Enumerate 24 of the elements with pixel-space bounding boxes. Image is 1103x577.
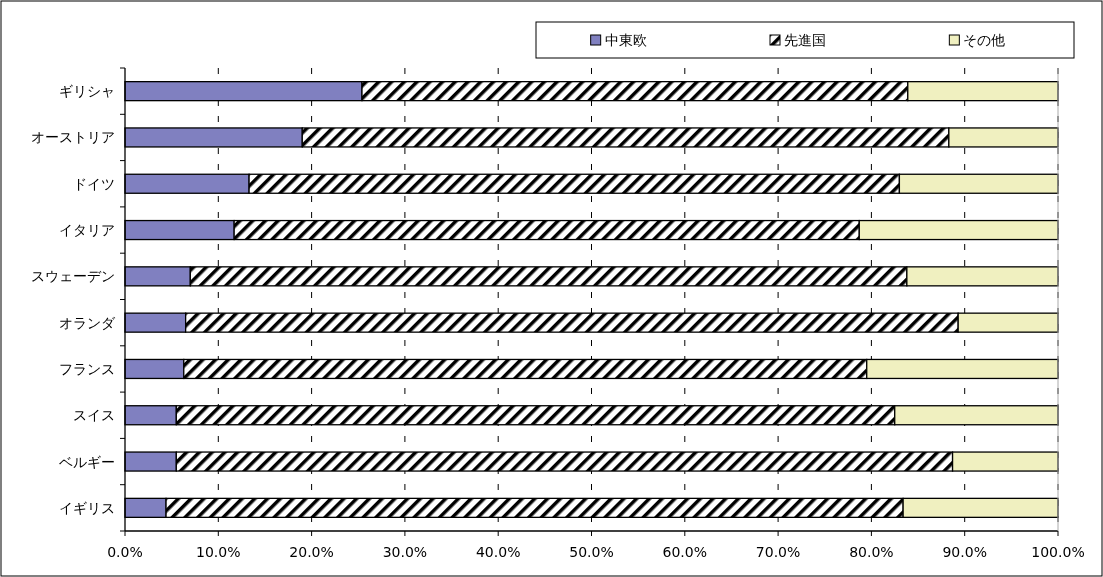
x-tick-label: 100.0%	[1031, 544, 1085, 560]
x-tick-label: 10.0%	[196, 544, 241, 560]
y-tick-label: スイス	[73, 407, 115, 424]
x-tick-label: 90.0%	[942, 544, 987, 560]
x-tick-label: 20.0%	[289, 544, 334, 560]
legend-label: 先進国	[784, 32, 826, 48]
y-tick-label: イギリス	[59, 499, 115, 516]
y-tick-label: ベルギー	[59, 453, 115, 470]
y-tick-label: オーストリア	[31, 129, 115, 146]
x-tick-label: 0.0%	[107, 544, 143, 560]
x-tick-label: 40.0%	[475, 544, 521, 560]
x-tick-label: 80.0%	[849, 544, 894, 560]
x-tick-label: 50.0%	[569, 544, 614, 560]
legend-label: その他	[963, 32, 1006, 48]
legend-label: 中東欧	[604, 32, 647, 48]
y-tick-label: イタリア	[59, 222, 115, 239]
y-tick-label: ギリシャ	[59, 83, 115, 100]
y-tick-label: スウェーデン	[31, 268, 115, 285]
y-tick-label: ドイツ	[73, 175, 115, 192]
x-tick-label: 60.0%	[662, 544, 708, 560]
x-tick-label: 30.0%	[382, 544, 428, 560]
y-tick-label: オランダ	[59, 314, 116, 331]
y-tick-label: フランス	[59, 360, 115, 377]
x-tick-label: 70.0%	[755, 544, 801, 560]
